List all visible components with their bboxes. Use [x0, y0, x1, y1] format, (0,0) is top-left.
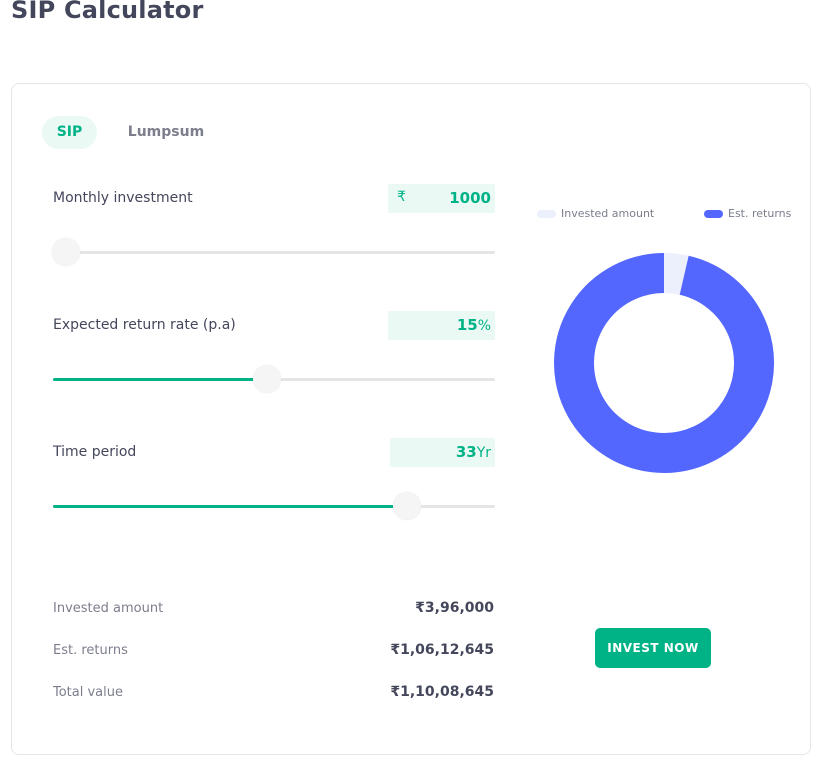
legend-swatch-returns	[704, 210, 723, 218]
return-rate-input[interactable]: 15%	[388, 311, 495, 340]
slider-fill	[53, 505, 407, 508]
donut-slice-invested-amount	[663, 253, 689, 295]
time-period-value: 33Yr	[455, 443, 491, 461]
monthly-investment-input[interactable]: ₹ 1000	[388, 184, 495, 213]
legend-returns: Est. returns	[704, 207, 791, 220]
page-title: SIP Calculator	[11, 0, 204, 24]
time-period-label: Time period	[53, 444, 137, 460]
allocation-donut-chart	[554, 253, 774, 473]
return-rate-label: Expected return rate (p.a)	[53, 317, 236, 333]
slider-thumb[interactable]	[52, 238, 81, 266]
time-period-slider[interactable]	[53, 492, 495, 520]
monthly-investment-label: Monthly investment	[53, 190, 193, 206]
slider-thumb[interactable]	[392, 492, 421, 520]
time-period-input[interactable]: 33Yr	[390, 438, 495, 467]
rupee-prefix: ₹	[397, 189, 406, 205]
est-returns-label: Est. returns	[53, 643, 128, 658]
return-rate-value: 15%	[456, 316, 491, 334]
tab-sip[interactable]: SIP	[42, 116, 97, 149]
legend-swatch-invested	[537, 210, 556, 218]
total-value-value: ₹1,10,08,645	[390, 684, 494, 700]
invested-amount-value: ₹3,96,000	[415, 600, 494, 616]
return-rate-slider[interactable]	[53, 365, 495, 393]
donut-slice-est-returns	[554, 253, 774, 473]
slider-thumb[interactable]	[253, 365, 282, 393]
est-returns-value: ₹1,06,12,645	[390, 642, 494, 658]
legend-invested: Invested amount	[537, 207, 654, 220]
monthly-investment-slider[interactable]	[52, 238, 495, 266]
total-value-label: Total value	[53, 685, 124, 700]
tab-lumpsum[interactable]: Lumpsum	[127, 124, 205, 140]
invested-amount-label: Invested amount	[53, 601, 164, 616]
slider-fill	[53, 378, 268, 381]
invest-now-button[interactable]: INVEST NOW	[595, 628, 711, 668]
calculator-card: SIP Lumpsum Monthly investment ₹ 1000 Ex…	[11, 83, 811, 755]
monthly-investment-value: 1000	[449, 189, 491, 207]
